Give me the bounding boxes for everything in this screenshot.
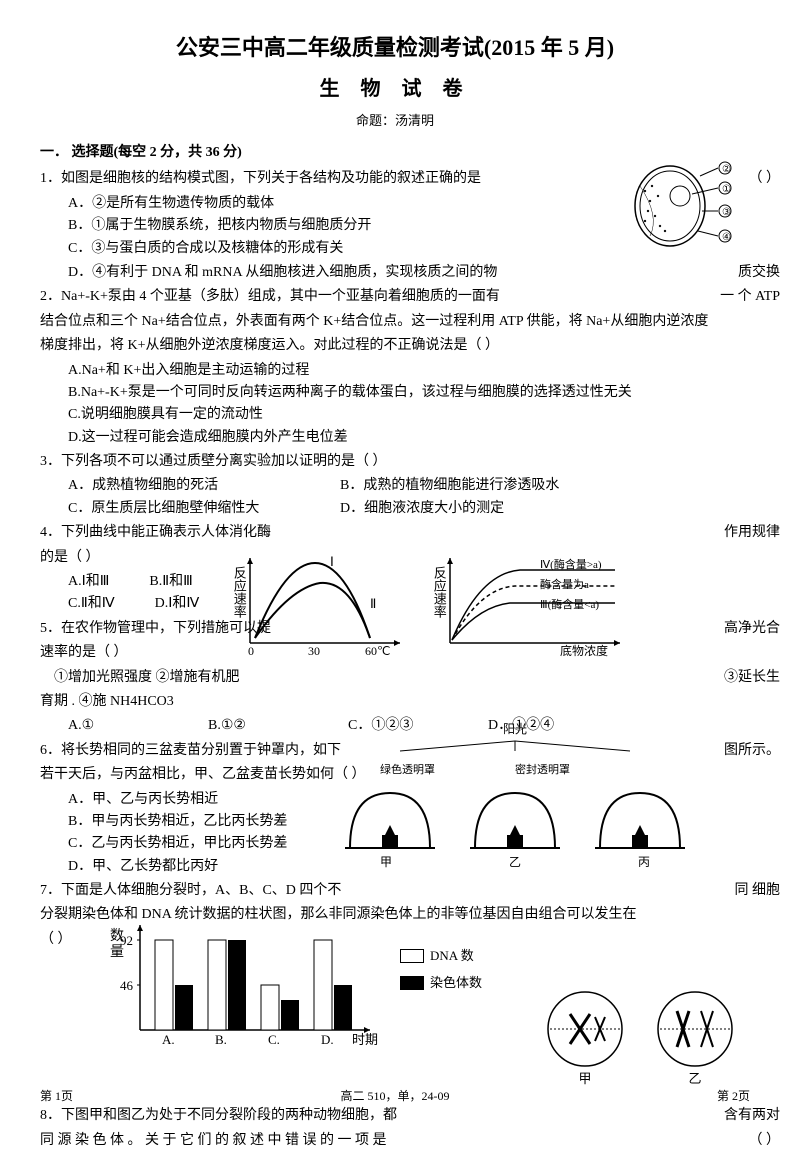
q2-stem1: 2．Na+-K+泵由 4 个亚基（多肽）组成，其中一个亚基向着细胞质的一面有	[40, 289, 500, 304]
q1-opt-d: D．④有利于 DNA 和 mRNA 从细胞核进入细胞质，实现核质之间的物	[40, 265, 497, 280]
svg-text:Ⅳ(酶含量>a): Ⅳ(酶含量>a)	[540, 557, 602, 571]
svg-text:30: 30	[308, 644, 320, 658]
dome-sun-label: 阳光	[340, 720, 690, 739]
svg-text:92: 92	[120, 933, 133, 948]
question-7: 7．下面是人体细胞分裂时，A、B、C、D 四个不 同 细胞	[40, 880, 750, 902]
enzyme-charts: Ⅰ Ⅱ 0 30 60℃ 反应速率 Ⅳ(酶含量>a) 酶含量为a Ⅲ(酶含量<a…	[230, 548, 610, 658]
svg-text:时期: 时期	[352, 1032, 378, 1047]
q3-opt-d: D．细胞液浓度大小的测定	[340, 498, 504, 520]
q7-stem1-tail: 同 细胞	[735, 880, 781, 902]
q8-row2: 同 源 染 色 体 。 关 于 它 们 的 叙 述 中 错 误 的 一 项 是 …	[40, 1130, 750, 1152]
q4-opt-c: C.Ⅱ和Ⅳ	[68, 593, 115, 615]
dome-label-1: 绿色透明罩	[380, 762, 435, 780]
q6-stem1-tail: 图所示。	[724, 740, 780, 762]
legend-chrom-text: 染色体数	[430, 973, 482, 994]
q4-opt-a: A.Ⅰ和Ⅲ	[68, 571, 109, 593]
nucleus-figure: ② ① ③ ④	[630, 156, 740, 256]
q5-line3: ①增加光照强度 ②增施有机肥 ③延长生	[40, 667, 750, 689]
q2-stem2: 结合位点和三个 Na+结合位点，外表面有两个 K+结合位点。这一过程利用 ATP…	[40, 311, 750, 333]
q2-stem1-tail: 一 个 ATP	[720, 286, 780, 308]
chart2-ylabel: 反应速率	[428, 566, 449, 618]
dome-name-3: 丙	[638, 853, 650, 872]
domes-figure: 阳光 绿色透明罩 密封透明罩	[340, 720, 690, 872]
bar-legend: DNA 数 染色体数	[400, 940, 482, 1000]
q8-stem2: 同 源 染 色 体 。 关 于 它 们 的 叙 述 中 错 误 的 一 项 是	[40, 1133, 387, 1148]
q5-line3a: ①增加光照强度 ②增施有机肥	[40, 670, 240, 685]
page-subtitle: 生 物 试 卷	[40, 73, 750, 105]
q2-opt-a: A.Na+和 K+出入细胞是主动运输的过程	[40, 360, 750, 382]
dome-3	[590, 783, 690, 853]
q3-opt-b: B．成熟的植物细胞能进行渗透吸水	[340, 475, 559, 497]
chart-2: Ⅳ(酶含量>a) 酶含量为a Ⅲ(酶含量<a) 底物浓度 反应速率	[430, 548, 610, 658]
q5-opt-b: B.①②	[208, 715, 348, 737]
legend-box-black	[400, 976, 424, 990]
svg-text:①: ①	[722, 184, 731, 195]
curve-1-label: Ⅰ	[330, 554, 334, 569]
question-3: 3．下列各项不可以通过质壁分离实验加以证明的是（ ）	[40, 451, 750, 473]
svg-text:46: 46	[120, 978, 134, 993]
footer-mid: 高二 510，单，24-09	[341, 1087, 450, 1106]
dome-2	[465, 783, 565, 853]
q4-stem1: 4．下列曲线中能正确表示人体消化酶	[40, 525, 271, 540]
svg-text:B.: B.	[215, 1032, 227, 1047]
footer-left: 第 1页	[40, 1087, 73, 1106]
dome-name-1: 甲	[380, 853, 392, 872]
author-line: 命题：汤清明	[40, 111, 750, 132]
cell-figures: 甲 乙	[545, 989, 735, 1090]
q3-opt-c: C．原生质层比细胞壁伸缩性大	[40, 498, 340, 520]
q1-paren: （ ）	[749, 168, 781, 190]
svg-text:Ⅲ(酶含量<a): Ⅲ(酶含量<a)	[540, 597, 599, 611]
question-4: 4．下列曲线中能正确表示人体消化酶 作用规律	[40, 522, 750, 544]
svg-text:60℃: 60℃	[365, 644, 390, 658]
q5-line3b: ③延长生	[724, 667, 780, 689]
page-title: 公安三中高二年级质量检测考试(2015 年 5 月)	[40, 30, 750, 65]
svg-text:②: ②	[722, 164, 731, 175]
svg-text:A.: A.	[162, 1032, 175, 1047]
q4-opt-d: D.Ⅰ和Ⅳ	[155, 593, 200, 615]
chart2-xlabel: 底物浓度	[560, 643, 608, 658]
q7-stem1: 7．下面是人体细胞分裂时，A、B、C、D 四个不	[40, 883, 341, 898]
chart1-ylabel: 反应速率	[228, 566, 249, 618]
q1-opt-d-row: D．④有利于 DNA 和 mRNA 从细胞核进入细胞质，实现核质之间的物 质交换	[40, 262, 750, 284]
q8-stem1-tail: 含有两对	[724, 1105, 780, 1127]
cell-1: 甲	[545, 989, 625, 1090]
q1-stem: 1．如图是细胞核的结构模式图，下列关于各结构及功能的叙述正确的是	[40, 171, 481, 186]
legend-dna-text: DNA 数	[430, 946, 474, 967]
q2-opt-d: D.这一过程可能会造成细胞膜内外产生电位差	[40, 427, 750, 449]
cell-2: 乙	[655, 989, 735, 1090]
dome-1	[340, 783, 440, 853]
chart-1: Ⅰ Ⅱ 0 30 60℃ 反应速率	[230, 548, 410, 658]
curve-2-label: Ⅱ	[370, 596, 376, 611]
q2-stem3: 梯度排出，将 K+从细胞外逆浓度梯度运入。对此过程的不正确说法是（ ）	[40, 335, 750, 357]
dome-label-2: 密封透明罩	[515, 762, 570, 780]
q5-line4: 育期 . ④施 NH4HCO3	[40, 691, 750, 713]
q8-stem2-tail: （ ）	[749, 1130, 781, 1152]
svg-text:③: ③	[722, 207, 731, 218]
q4-opt-b: B.Ⅱ和Ⅲ	[149, 571, 192, 593]
legend-dna: DNA 数	[400, 946, 482, 967]
q4-stem1-tail: 作用规律	[724, 522, 780, 544]
q1-opt-d-tail: 质交换	[738, 262, 780, 284]
svg-text:④: ④	[722, 232, 731, 243]
legend-chrom: 染色体数	[400, 973, 482, 994]
bar-chart: 数 量 92 46 A. B. C. D. 时期	[100, 910, 390, 1050]
question-8: 8．下图甲和图乙为处于不同分裂阶段的两种动物细胞，都 含有两对	[40, 1105, 750, 1127]
q2-opt-b: B.Na+-K+泵是一个可同时反向转运两种离子的载体蛋白，该过程与细胞膜的选择透…	[40, 382, 750, 404]
legend-box-white	[400, 949, 424, 963]
q5-stem1-tail: 高净光合	[724, 618, 780, 640]
q3-opt-a: A．成熟植物细胞的死活	[40, 475, 340, 497]
question-2: 2．Na+-K+泵由 4 个亚基（多肽）组成，其中一个亚基向着细胞质的一面有 一…	[40, 286, 750, 308]
svg-text:0: 0	[248, 644, 254, 658]
svg-text:酶含量为a: 酶含量为a	[540, 577, 589, 591]
q2-opt-c: C.说明细胞膜具有一定的流动性	[40, 404, 750, 426]
page-footer: 第 1页 高二 510，单，24-09 第 2页	[0, 1087, 790, 1106]
svg-text:D.: D.	[321, 1032, 334, 1047]
svg-text:C.: C.	[268, 1032, 280, 1047]
q6-stem1: 6．将长势相同的三盆麦苗分别置于钟罩内，如下	[40, 743, 341, 758]
footer-right: 第 2页	[717, 1087, 750, 1106]
q5-opt-a: A.①	[68, 715, 208, 737]
dome-name-2: 乙	[509, 853, 521, 872]
q8-stem1: 8．下图甲和图乙为处于不同分裂阶段的两种动物细胞，都	[40, 1108, 397, 1123]
